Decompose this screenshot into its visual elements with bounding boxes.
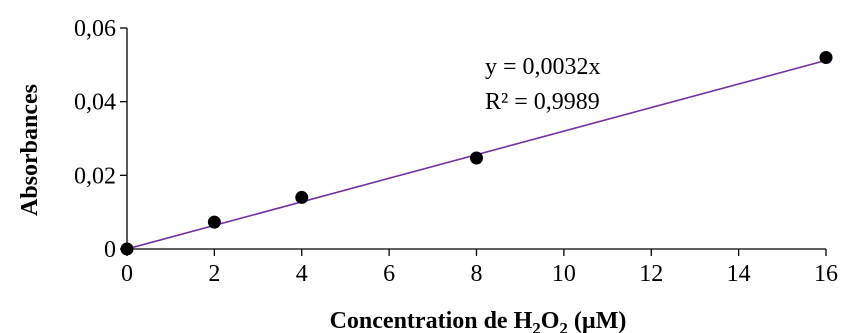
x-axis-title: Concentration de H2O2 (µM) xyxy=(330,308,627,333)
data-point xyxy=(295,190,309,204)
axes xyxy=(126,28,826,250)
y-axis-title: Absorbances xyxy=(17,84,43,216)
trendline-equation: y = 0,0032x xyxy=(485,54,601,80)
x-axis-title-sub2: 2 xyxy=(559,319,568,333)
data-point xyxy=(120,242,134,256)
x-tick-label: 0 xyxy=(121,261,133,287)
x-tick-label: 14 xyxy=(727,261,751,287)
x-tick-label: 2 xyxy=(208,261,220,287)
data-point xyxy=(470,151,483,165)
trendline-r-squared: R² = 0,9989 xyxy=(485,89,600,115)
y-tick-label: 0,06 xyxy=(74,16,116,42)
y-tick-label: 0,04 xyxy=(74,90,116,116)
data-point xyxy=(819,50,833,64)
x-tick-label: 12 xyxy=(639,261,663,287)
x-tick-label: 8 xyxy=(471,261,483,287)
y-tick-label: 0 xyxy=(104,237,116,263)
data-points xyxy=(120,50,833,256)
x-axis-ticks: 0 2 4 6 8 10 12 14 16 xyxy=(121,249,838,287)
x-axis-title-prefix: Concentration de H xyxy=(330,308,533,333)
x-tick-label: 6 xyxy=(383,261,395,287)
x-axis-title-suffix: (µM) xyxy=(568,308,626,333)
x-tick-label: 4 xyxy=(296,261,308,287)
data-point xyxy=(207,215,221,229)
x-tick-label: 16 xyxy=(814,261,838,287)
y-axis-ticks: 0 0,02 0,04 0,06 xyxy=(74,16,127,263)
x-axis-title-sub1: 2 xyxy=(532,319,541,333)
x-axis-title-mid: O xyxy=(541,308,560,333)
y-tick-label: 0,02 xyxy=(74,163,116,189)
x-tick-label: 10 xyxy=(552,261,576,287)
